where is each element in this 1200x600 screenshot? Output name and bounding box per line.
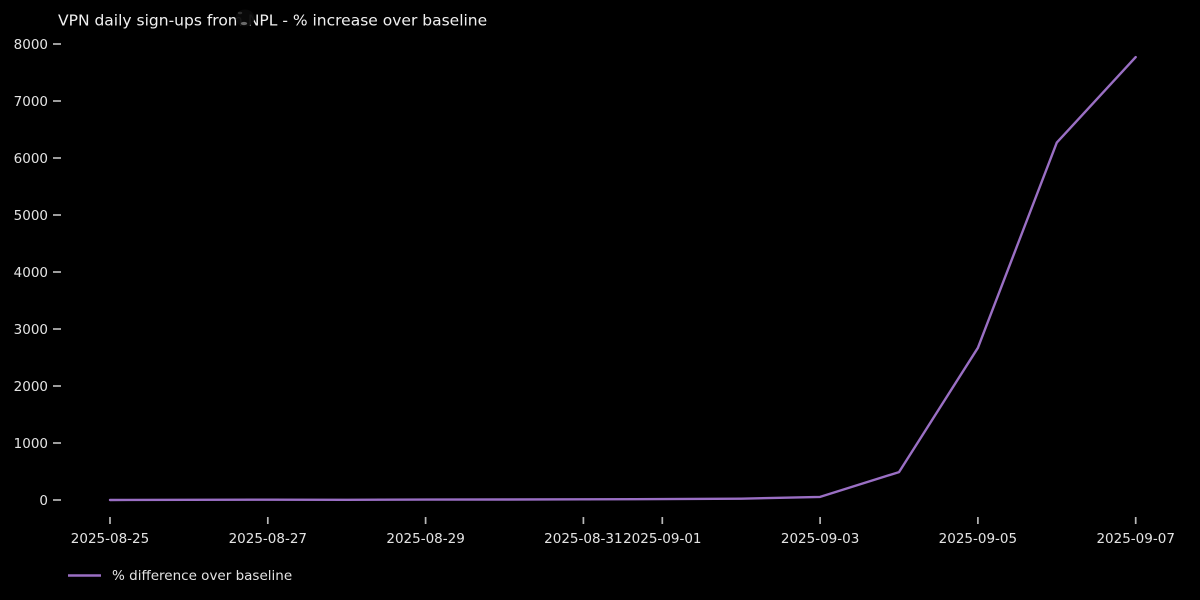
x-tick-label: 2025-08-31 bbox=[544, 531, 622, 547]
y-tick-label: 8000 bbox=[14, 37, 48, 53]
y-tick-label: 1000 bbox=[14, 436, 48, 452]
smudge-artifact bbox=[235, 9, 255, 27]
y-tick-label: 5000 bbox=[14, 208, 48, 224]
y-tick-label: 6000 bbox=[14, 151, 48, 167]
x-tick-label: 2025-08-27 bbox=[229, 531, 307, 547]
chart-title: VPN daily sign-ups from NPL - % increase… bbox=[58, 12, 487, 30]
y-tick-label: 7000 bbox=[14, 94, 48, 110]
x-tick-label: 2025-08-29 bbox=[386, 531, 464, 547]
data-line bbox=[108, 55, 1137, 502]
x-tick-label: 2025-09-07 bbox=[1096, 531, 1174, 547]
y-tick-label: 3000 bbox=[14, 322, 48, 338]
y-tick-label: 0 bbox=[39, 493, 48, 509]
x-tick-label: 2025-09-01 bbox=[623, 531, 701, 547]
y-tick-label: 2000 bbox=[14, 379, 48, 395]
legend-label: % difference over baseline bbox=[112, 568, 292, 584]
x-tick-label: 2025-08-25 bbox=[71, 531, 149, 547]
legend: % difference over baseline bbox=[68, 568, 292, 584]
x-tick-label: 2025-09-03 bbox=[781, 531, 859, 547]
x-axis-ticks: 2025-08-25 2025-08-27 2025-08-29 2025-08-31… bbox=[71, 517, 1175, 547]
y-tick-label: 4000 bbox=[14, 265, 48, 281]
x-tick-label: 2025-09-05 bbox=[939, 531, 1017, 547]
y-axis-ticks: 0 1000 2000 3000 4000 5000 6000 7000 8000 bbox=[14, 37, 61, 509]
